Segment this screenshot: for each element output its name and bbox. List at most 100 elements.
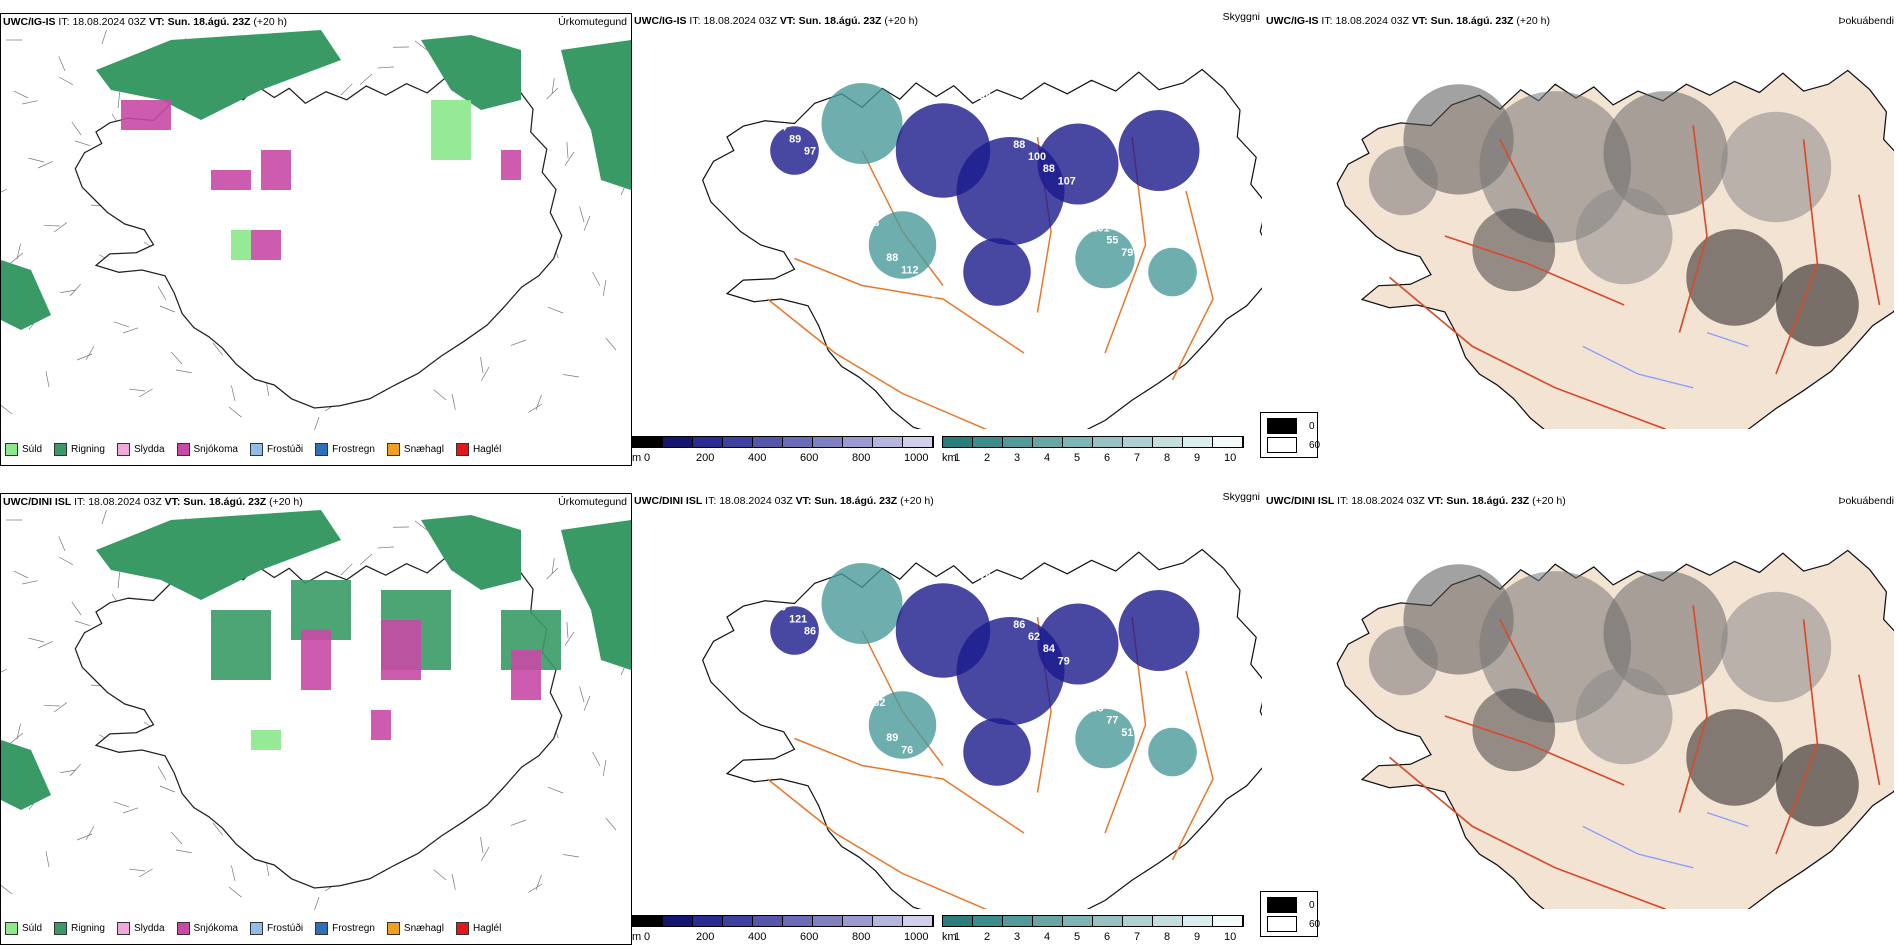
- ceiling-label: 77: [994, 584, 1006, 596]
- wind-barb: [602, 279, 607, 296]
- wind-barb: [138, 868, 153, 878]
- colorbar-unit: km: [942, 452, 957, 464]
- wind-barb: [433, 389, 447, 401]
- precip-area: [261, 150, 291, 190]
- lead-time: (+20 h): [1532, 495, 1566, 507]
- colorbar-segment: [663, 916, 693, 926]
- wind-barb: [60, 769, 77, 774]
- ceiling-label: 90: [774, 601, 786, 613]
- ceiling-map: 35 97 93 32 37 107 79 98 89 62 64 46 88 55 80 64 73 112 77…: [702, 68, 1262, 429]
- road: [1389, 756, 1666, 909]
- model-name: UWC/DINI ISL: [634, 495, 703, 507]
- rain-area: [421, 35, 521, 110]
- precip-area: [431, 100, 471, 160]
- precip-area: [251, 730, 281, 750]
- fog-index-area: [1603, 571, 1728, 696]
- rain-area: [96, 30, 341, 120]
- fog-index-area: [1472, 208, 1556, 292]
- colorbar-segment: [873, 916, 903, 926]
- ceiling-label: 32: [931, 289, 943, 301]
- wind-barb: [13, 570, 29, 579]
- colorbar-tick: 1: [954, 452, 961, 464]
- ceiling-label: 20: [950, 324, 962, 336]
- colorbar-tick: 8: [1164, 931, 1171, 943]
- colorbar-tick: 1000: [904, 452, 929, 464]
- ceiling-label: 35: [853, 685, 865, 697]
- wind-barb: [480, 846, 490, 862]
- wind-barb: [451, 393, 456, 410]
- wind-barb: [101, 30, 107, 45]
- colorbar-segment: [973, 437, 1003, 447]
- legend-label: Slydda: [133, 443, 165, 455]
- fog-index-area: [1720, 111, 1832, 223]
- ceiling-label: 107: [1058, 175, 1076, 187]
- visibility-colorbar: km 1 2 3 4 5 6 7 8 9 10: [942, 915, 1244, 945]
- wind-barb: [592, 271, 601, 287]
- colorbar-segment: [1153, 437, 1183, 447]
- legend-item: Frostúði: [249, 921, 304, 935]
- wind-barb: [37, 161, 53, 169]
- legend-item: Súld: [5, 442, 43, 456]
- colorbar-segment: [973, 916, 1003, 926]
- ceiling-label: 111: [741, 554, 758, 566]
- wind-barb: [60, 289, 77, 294]
- colorbar-tick: 8: [1164, 452, 1171, 464]
- colorbar-segment: [723, 437, 753, 447]
- wind-barb: [101, 510, 107, 525]
- colorbar-segment: [1123, 916, 1153, 926]
- lead-time: (+20 h): [884, 15, 918, 27]
- wind-barb: [171, 831, 183, 845]
- colorbar-tick: 6: [1104, 452, 1111, 464]
- ceiling-label: 88: [886, 252, 898, 264]
- road: [794, 737, 1025, 834]
- cloud-map: [1336, 549, 1894, 909]
- ceiling-label: 89: [886, 732, 898, 744]
- rain-area: [561, 40, 631, 190]
- lead-time: (+20 h): [253, 16, 287, 28]
- legend-swatch: [315, 442, 329, 456]
- cloud-ceiling-area: [868, 691, 937, 759]
- wind-barb: [579, 206, 585, 223]
- legend-swatch: [116, 442, 130, 456]
- legend-item: Súld: [5, 921, 42, 935]
- legend-label: Súld: [22, 443, 43, 455]
- colorbar-segment: [1153, 916, 1183, 926]
- wind-barb: [74, 140, 91, 147]
- road: [1499, 619, 1543, 703]
- wind-barb: [605, 337, 617, 351]
- wind-barb: [535, 394, 542, 411]
- wind-barb: [43, 225, 61, 227]
- ceiling-label: 106: [950, 804, 968, 816]
- wind-barb: [563, 854, 580, 858]
- ceiling-label: 46: [979, 92, 991, 104]
- wind-barb: [53, 702, 68, 713]
- road: [1678, 125, 1708, 333]
- colorbar-segment: [1033, 437, 1063, 447]
- wind-barb: [592, 751, 601, 767]
- legend-label: Rigning: [71, 922, 105, 934]
- legend-item: Snæhagl: [386, 442, 444, 456]
- wind-barb: [510, 339, 527, 346]
- fog-index-area: [1776, 263, 1859, 347]
- vt-value: Sun. 18.ágú. 23Z: [1430, 15, 1514, 27]
- vt-value: Sun. 18.ágú. 23Z: [798, 15, 882, 27]
- colorbar-strip: [942, 436, 1244, 448]
- legend-label: Frostúði: [266, 922, 304, 934]
- legend-label: Slydda: [133, 922, 165, 934]
- precip-area: [301, 630, 331, 690]
- wind-barb: [58, 556, 74, 566]
- colorbar-tick: 600: [800, 931, 819, 943]
- legend-item: Snjókoma: [176, 921, 238, 935]
- colorbar-tick: 4: [1044, 931, 1051, 943]
- colorbar-tick: 9: [1194, 931, 1201, 943]
- visibility-colorbar: km 1 2 3 4 5 6 7 8 9 10: [942, 436, 1244, 466]
- wind-barb: [175, 849, 192, 854]
- cloud-map: [1336, 69, 1894, 429]
- colorbar-segment: [1063, 916, 1093, 926]
- wind-barb: [71, 601, 82, 616]
- cloud-ceiling-area: [1037, 123, 1119, 205]
- colorbar-segment: [873, 437, 903, 447]
- colorbar-segment: [633, 916, 663, 926]
- wind-barb: [171, 351, 183, 365]
- vt-label: VT:: [1411, 15, 1428, 27]
